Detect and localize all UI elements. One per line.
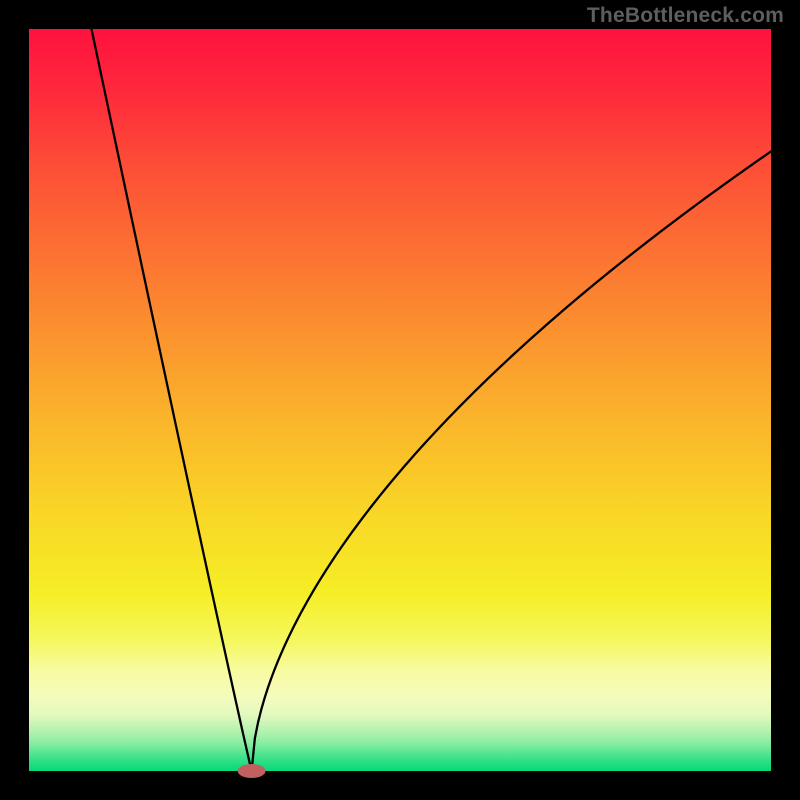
optimum-marker (238, 764, 266, 778)
watermark-label: TheBottleneck.com (587, 4, 784, 28)
plot-area (29, 29, 771, 771)
bottleneck-chart (0, 0, 800, 800)
chart-container: TheBottleneck.com (0, 0, 800, 800)
